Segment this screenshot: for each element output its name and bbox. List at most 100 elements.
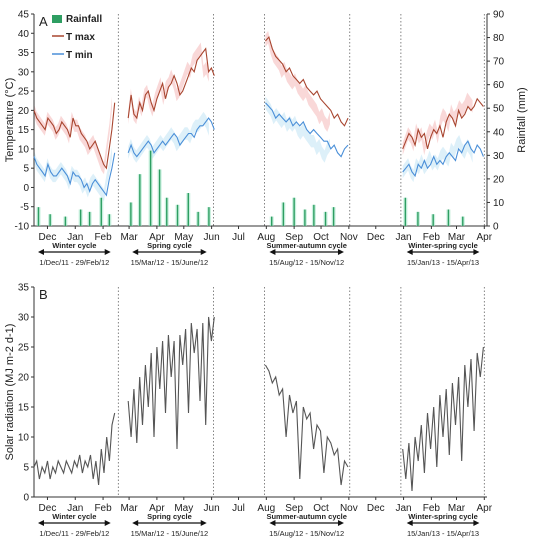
solar-radiation-line xyxy=(127,316,215,450)
x-tick-label: Jul xyxy=(232,503,245,514)
y-tick-label: 40 xyxy=(18,29,30,40)
x-tick-label: Sep xyxy=(285,503,303,514)
x-tick-label: Jan xyxy=(396,232,412,243)
y-tick-label: 10 xyxy=(18,433,30,444)
y-tick-label: 15 xyxy=(18,403,30,414)
x-tick-label: Oct xyxy=(313,503,329,514)
tmin-line xyxy=(127,117,215,158)
cycle-name: Winter cycle xyxy=(52,241,96,250)
x-tick-label: Jan xyxy=(67,503,83,514)
panel-b-solar-radiation: 0 5 10 15 20 25 30 35 Dec Jan Feb Mar Apr May Jun Jul Au… xyxy=(4,283,493,539)
y-tick-label: 0 xyxy=(23,183,29,194)
solar-radiation-line xyxy=(402,346,484,492)
cycle-arrow-head-left xyxy=(406,249,413,255)
cycle-arrow-head-right xyxy=(104,520,111,526)
y-tick-label: 30 xyxy=(18,67,30,78)
x-tick-label: Apr xyxy=(149,503,165,514)
y2-tick-label: 70 xyxy=(493,57,505,68)
cycle-arrow-head-right xyxy=(200,249,207,255)
x-tick-label: Jan xyxy=(67,232,83,243)
cycle-name: Spring cycle xyxy=(147,512,192,521)
cycle-dates: 15/Aug/12 - 15/Nov/12 xyxy=(269,529,344,538)
y-tick-label: 45 xyxy=(18,10,30,21)
y-axis-label: Solar radiation (MJ m-2 d-1) xyxy=(4,324,16,461)
x-tick-label: Dec xyxy=(367,503,385,514)
y-tick-label: 0 xyxy=(23,493,29,504)
y-tick-label: 15 xyxy=(18,125,30,136)
cycle-dates: 15/Aug/12 - 15/Nov/12 xyxy=(269,258,344,267)
x-tick-label: Feb xyxy=(94,503,112,514)
cycle-arrow-head-right xyxy=(200,520,207,526)
x-tick-label: Mar xyxy=(120,232,138,243)
y-tick-label: 20 xyxy=(18,106,30,117)
y2-tick-label: 50 xyxy=(493,104,505,115)
legend-tmax-label: T max xyxy=(66,32,95,43)
y-axis-label: Temperature (°C) xyxy=(4,78,16,162)
tmin-line xyxy=(264,102,349,158)
cycle-dates: 1/Dec/11 - 29/Feb/12 xyxy=(39,529,109,538)
cycle-name: Spring cycle xyxy=(147,241,192,250)
y2-tick-label: 90 xyxy=(493,10,505,21)
tmax-line xyxy=(127,47,215,120)
x-tick-label: Aug xyxy=(257,503,275,514)
cycle-name: Winter-spring cycle xyxy=(408,512,478,521)
cycle-name: Winter-spring cycle xyxy=(408,241,478,250)
solar-radiation-line xyxy=(264,364,349,486)
y-tick-label: 20 xyxy=(18,373,30,384)
x-tick-label: Jul xyxy=(232,232,245,243)
x-tick-label: Apr xyxy=(477,232,493,243)
x-tick-label: Feb xyxy=(423,503,441,514)
cycle-arrow-head-right xyxy=(473,520,480,526)
legend-tmin-label: T min xyxy=(66,50,93,61)
x-tick-label: Dec xyxy=(39,503,57,514)
y2-tick-label: 20 xyxy=(493,174,505,185)
y-tick-label: 35 xyxy=(18,48,30,59)
y2-tick-label: 60 xyxy=(493,80,505,91)
cycle-arrow-head-right xyxy=(473,249,480,255)
x-tick-label: Dec xyxy=(367,232,385,243)
cycle-arrow-head-left xyxy=(269,520,276,526)
x-tick-label: May xyxy=(174,503,193,514)
cycle-dates: 15/Jan/13 - 15/Apr/13 xyxy=(407,529,479,538)
legend-rainfall-label: Rainfall xyxy=(66,14,102,25)
cycle-dates: 1/Dec/11 - 29/Feb/12 xyxy=(39,258,109,267)
x-tick-label: Aug xyxy=(257,232,275,243)
cycle-arrow-head-right xyxy=(104,249,111,255)
cycle-arrow-head-left xyxy=(132,520,139,526)
x-tick-label: Sep xyxy=(285,232,303,243)
cycle-dates: 15/Mar/12 - 15/June/12 xyxy=(131,258,209,267)
panel-a-temperature-rainfall: -10 -5 0 5 10 15 20 25 30 35 40 45 0 10 20 30 40 50 60 70 80… xyxy=(4,10,528,268)
cycle-name: Winter cycle xyxy=(52,512,96,521)
tmin-line xyxy=(402,140,484,178)
tmax-line xyxy=(33,102,116,170)
x-tick-label: Nov xyxy=(340,503,358,514)
series-band xyxy=(128,42,209,125)
series-band xyxy=(402,92,473,156)
y-tick-label: 5 xyxy=(23,164,29,175)
series-band xyxy=(34,96,112,175)
y-tick-label: 5 xyxy=(23,463,29,474)
y-tick-label: -5 xyxy=(20,202,29,213)
cycle-arrow-head-right xyxy=(337,249,344,255)
cycle-name: Summer-autumn cycle xyxy=(266,512,346,521)
cycle-dates: 15/Jan/13 - 15/Apr/13 xyxy=(407,258,479,267)
x-tick-label: Feb xyxy=(423,232,441,243)
y2-axis-label: Rainfall (mm) xyxy=(516,87,528,152)
legend-rainfall-swatch xyxy=(52,15,62,23)
y2-tick-label: 10 xyxy=(493,198,505,209)
cycle-arrow-head-right xyxy=(337,520,344,526)
tmin-line xyxy=(33,152,116,197)
y-tick-label: 10 xyxy=(18,144,30,155)
cycle-arrow-head-left xyxy=(269,249,276,255)
y-tick-label: 35 xyxy=(18,283,30,294)
x-tick-label: Mar xyxy=(448,503,466,514)
cycle-arrow-head-left xyxy=(38,520,44,526)
series-band xyxy=(128,111,209,163)
x-tick-label: Nov xyxy=(340,232,358,243)
y-tick-label: 25 xyxy=(18,343,30,354)
y-tick-label: 25 xyxy=(18,87,30,98)
x-tick-label: Oct xyxy=(313,232,329,243)
cycle-arrow-head-left xyxy=(132,249,139,255)
tmax-line xyxy=(402,97,484,150)
